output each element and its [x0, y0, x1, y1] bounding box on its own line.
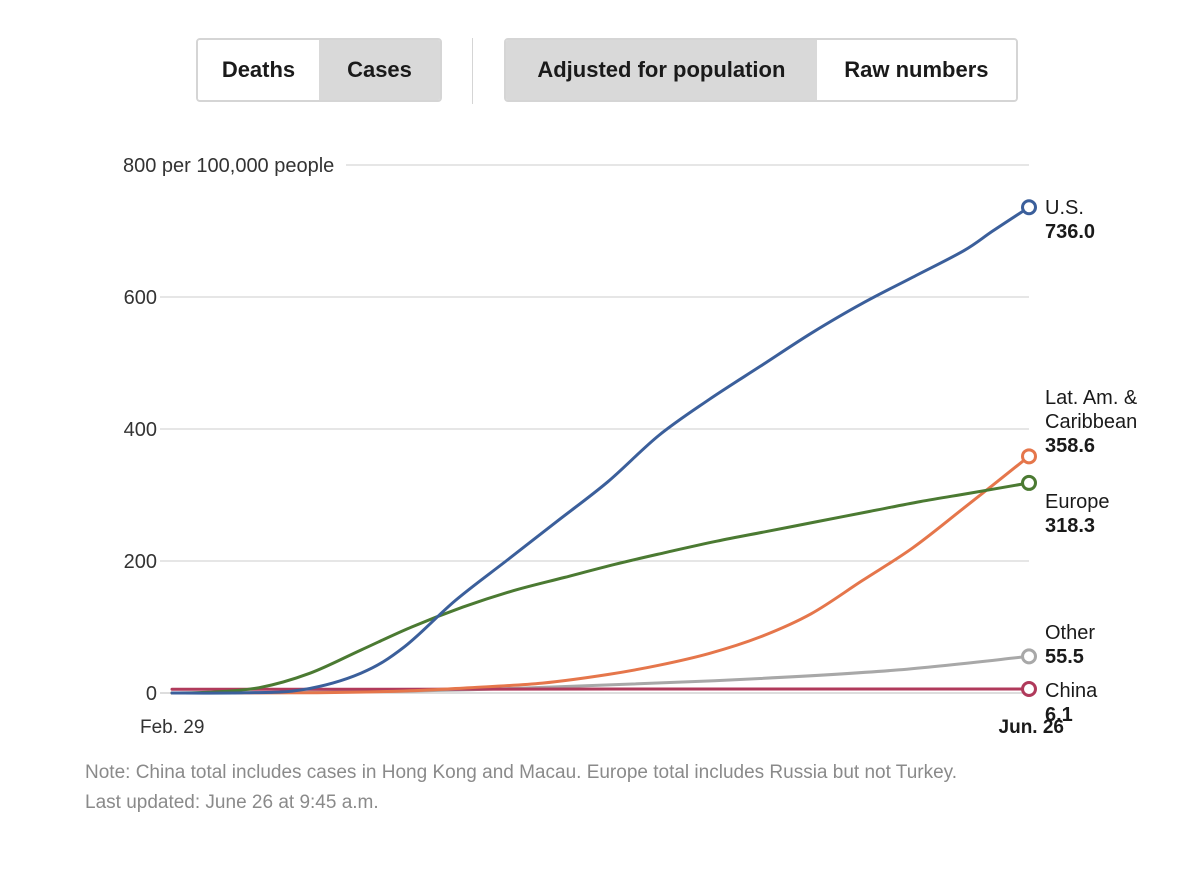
series-endpoint-other[interactable] — [1021, 648, 1037, 665]
y-axis-unit-label: 800 per 100,000 people — [123, 155, 334, 177]
series-value-europe: 318.3 — [1045, 515, 1095, 537]
series-line-lat-am-caribbean — [170, 454, 1031, 695]
chart-note: Note: China total includes cases in Hong… — [85, 762, 958, 783]
series-line-u-s — [170, 205, 1031, 695]
series-endpoint-u-s[interactable] — [1021, 199, 1037, 216]
series-value-u-s: 736.0 — [1045, 221, 1095, 243]
toggle-divider — [472, 38, 473, 104]
cases-button[interactable]: Cases — [319, 40, 440, 100]
series-endpoint-europe[interactable] — [1021, 474, 1037, 491]
series-name-other: Other — [1045, 622, 1095, 644]
deaths-button[interactable]: Deaths — [198, 40, 319, 100]
series-value-china: 6.1 — [1045, 704, 1073, 726]
series-name-europe: Europe — [1045, 491, 1110, 513]
x-end-label: Jun. 26 — [999, 717, 1064, 738]
series-value-lat-am-caribbean: 358.6 — [1045, 435, 1095, 457]
series-endpoint-lat-am-caribbean[interactable] — [1021, 448, 1037, 465]
y-tick-label: 400 — [124, 419, 157, 441]
y-tick-label: 200 — [124, 551, 157, 573]
y-tick-label: 600 — [124, 287, 157, 309]
last-updated: Last updated: June 26 at 9:45 a.m. — [85, 792, 379, 813]
series-value-other: 55.5 — [1045, 646, 1084, 668]
x-start-label: Feb. 29 — [140, 717, 204, 738]
series-name-u-s: U.S. — [1045, 197, 1084, 219]
series-name-lat-am-caribbean: Caribbean — [1045, 411, 1137, 433]
y-tick-label: 0 — [146, 683, 157, 705]
series-name-lat-am-caribbean: Lat. Am. & — [1045, 387, 1138, 409]
cases-line-chart: 800 per 100,000 people 0 200 400 600 Feb. 29… — [123, 155, 1138, 738]
series-endpoint-china[interactable] — [1021, 680, 1037, 697]
scale-toggle: Adjusted for population Raw numbers — [504, 38, 1018, 102]
raw-numbers-button[interactable]: Raw numbers — [816, 40, 1016, 100]
series-name-china: China — [1045, 680, 1098, 702]
series-line-europe — [170, 481, 1031, 695]
adjusted-for-population-button[interactable]: Adjusted for population — [506, 40, 817, 100]
metric-toggle: Deaths Cases — [196, 38, 442, 102]
